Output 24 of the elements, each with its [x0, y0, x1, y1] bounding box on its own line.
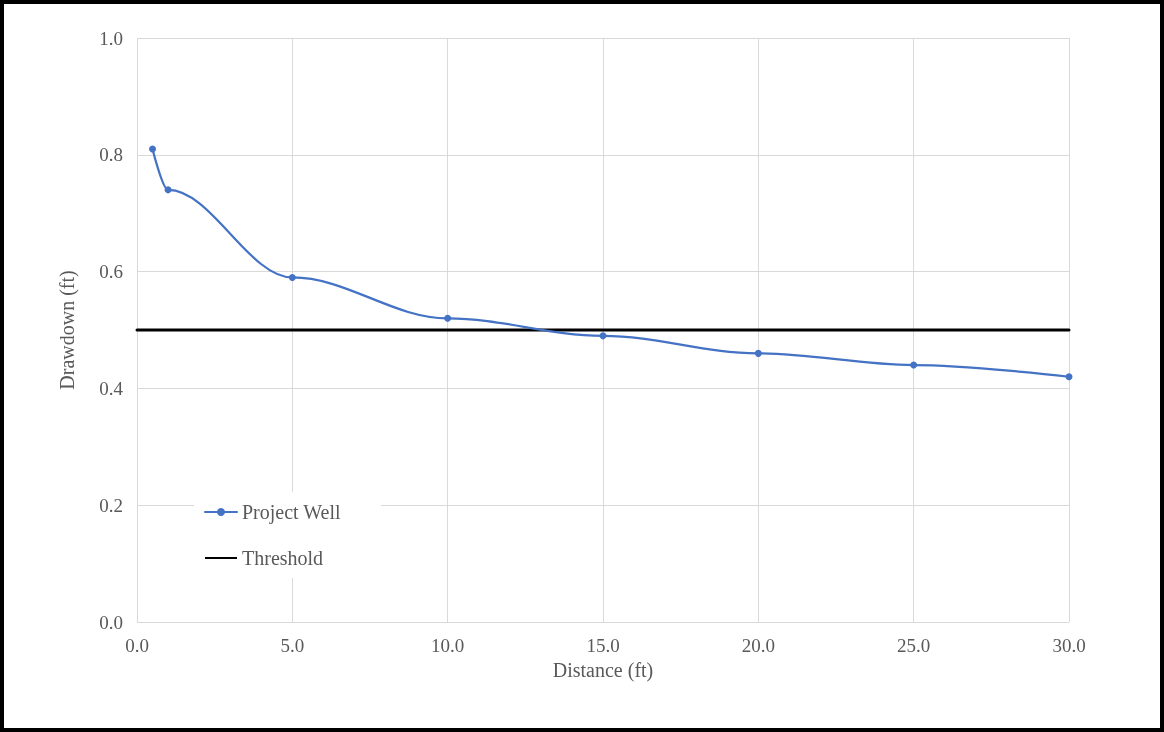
x-tick-label: 10.0 [431, 635, 465, 656]
y-tick-label: 0.2 [99, 494, 123, 516]
x-axis-title: Distance (ft) [552, 659, 654, 682]
legend-label: Threshold [242, 547, 324, 569]
x-tick-label: 30.0 [1052, 635, 1086, 656]
point [149, 145, 157, 153]
y-tick-label: 0.6 [99, 261, 123, 283]
point [444, 314, 452, 322]
y-tick-label: 1.0 [99, 27, 123, 49]
point [910, 361, 918, 369]
point [754, 349, 762, 357]
point [1065, 373, 1073, 381]
legend-label: Project Well [242, 501, 341, 524]
point [164, 186, 172, 194]
x-tick-label: 25.0 [897, 635, 931, 656]
x-tick-label: 20.0 [741, 635, 775, 656]
y-axis-title: Drawdown (ft) [56, 270, 79, 390]
y-tick-label: 0.8 [99, 144, 123, 166]
x-tick-label: 0.0 [125, 635, 149, 656]
point [288, 273, 296, 281]
x-tick-label: 15.0 [586, 635, 620, 656]
y-tick-label: 0.4 [99, 377, 124, 399]
x-tick-label: 5.0 [280, 635, 305, 656]
y-tick-label: 0.0 [99, 611, 123, 633]
